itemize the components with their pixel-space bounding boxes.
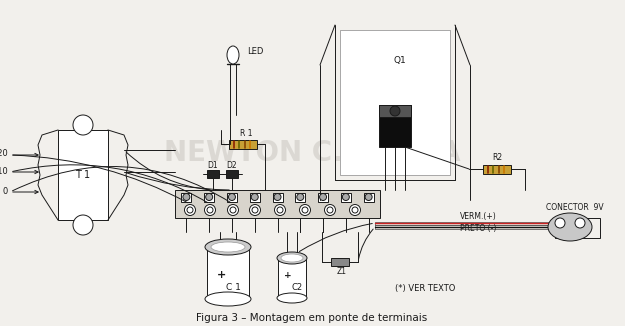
Circle shape (327, 207, 333, 213)
Bar (483, 165, 511, 174)
Bar (318, 193, 328, 202)
Circle shape (274, 204, 286, 215)
Text: Z1: Z1 (337, 268, 347, 276)
Ellipse shape (548, 213, 592, 241)
Circle shape (187, 207, 193, 213)
Ellipse shape (205, 292, 251, 306)
Bar (555, 218, 600, 238)
Ellipse shape (281, 254, 303, 262)
Bar (175, 190, 380, 218)
Circle shape (365, 194, 372, 200)
Circle shape (274, 194, 281, 200)
Circle shape (349, 204, 361, 215)
Text: LED: LED (247, 47, 263, 55)
Circle shape (249, 204, 261, 215)
Text: Figura 3 – Montagem em ponte de terminais: Figura 3 – Montagem em ponte de terminai… (196, 313, 428, 323)
Text: C2: C2 (291, 284, 302, 292)
Circle shape (183, 194, 190, 200)
Bar (207, 170, 219, 178)
Ellipse shape (227, 46, 239, 64)
Text: CONECTOR  9V: CONECTOR 9V (546, 202, 604, 212)
Ellipse shape (277, 293, 307, 303)
Bar (379, 105, 411, 147)
Ellipse shape (205, 239, 251, 255)
Text: 220: 220 (0, 150, 8, 158)
Ellipse shape (211, 242, 245, 252)
Ellipse shape (277, 252, 307, 264)
Bar (331, 258, 349, 266)
Text: (*) VER TEXTO: (*) VER TEXTO (395, 284, 456, 292)
Circle shape (73, 115, 93, 135)
Circle shape (204, 204, 216, 215)
Circle shape (228, 204, 239, 215)
Bar (272, 193, 282, 202)
Bar (341, 193, 351, 202)
Bar (229, 140, 257, 149)
Circle shape (302, 207, 308, 213)
Circle shape (390, 106, 400, 116)
Bar (250, 193, 260, 202)
Bar (340, 30, 450, 175)
Text: R 1: R 1 (240, 128, 252, 138)
Circle shape (252, 207, 258, 213)
Text: +: + (216, 270, 226, 280)
Circle shape (575, 218, 585, 228)
Circle shape (319, 194, 326, 200)
Circle shape (206, 194, 212, 200)
Text: D1: D1 (208, 160, 218, 170)
Circle shape (324, 204, 336, 215)
Polygon shape (375, 225, 555, 229)
Text: VERM.(+): VERM.(+) (460, 213, 497, 221)
Bar (227, 193, 237, 202)
Circle shape (230, 207, 236, 213)
Circle shape (299, 204, 311, 215)
Bar (226, 170, 238, 178)
Bar (364, 193, 374, 202)
Bar (379, 105, 411, 117)
Text: C 1: C 1 (226, 283, 241, 291)
Bar (278, 258, 306, 298)
Bar (204, 193, 214, 202)
Bar (58, 130, 108, 220)
Text: PRETO (-): PRETO (-) (460, 225, 496, 233)
Text: R2: R2 (492, 154, 502, 162)
Circle shape (73, 215, 93, 235)
Circle shape (229, 194, 236, 200)
Text: Q1: Q1 (394, 55, 406, 65)
Circle shape (251, 194, 258, 200)
Polygon shape (375, 222, 555, 225)
Text: T 1: T 1 (76, 170, 91, 180)
Bar (181, 193, 191, 202)
Circle shape (342, 194, 349, 200)
Text: 110: 110 (0, 167, 8, 175)
Circle shape (352, 207, 358, 213)
Circle shape (207, 207, 213, 213)
Circle shape (555, 218, 565, 228)
Text: +: + (284, 272, 292, 280)
Text: 0: 0 (2, 186, 8, 196)
Circle shape (184, 204, 196, 215)
Text: D2: D2 (227, 160, 238, 170)
Bar (207, 247, 249, 299)
Text: NEWTON C. BRAGA: NEWTON C. BRAGA (164, 139, 460, 167)
Circle shape (277, 207, 283, 213)
Circle shape (297, 194, 304, 200)
Bar (295, 193, 305, 202)
